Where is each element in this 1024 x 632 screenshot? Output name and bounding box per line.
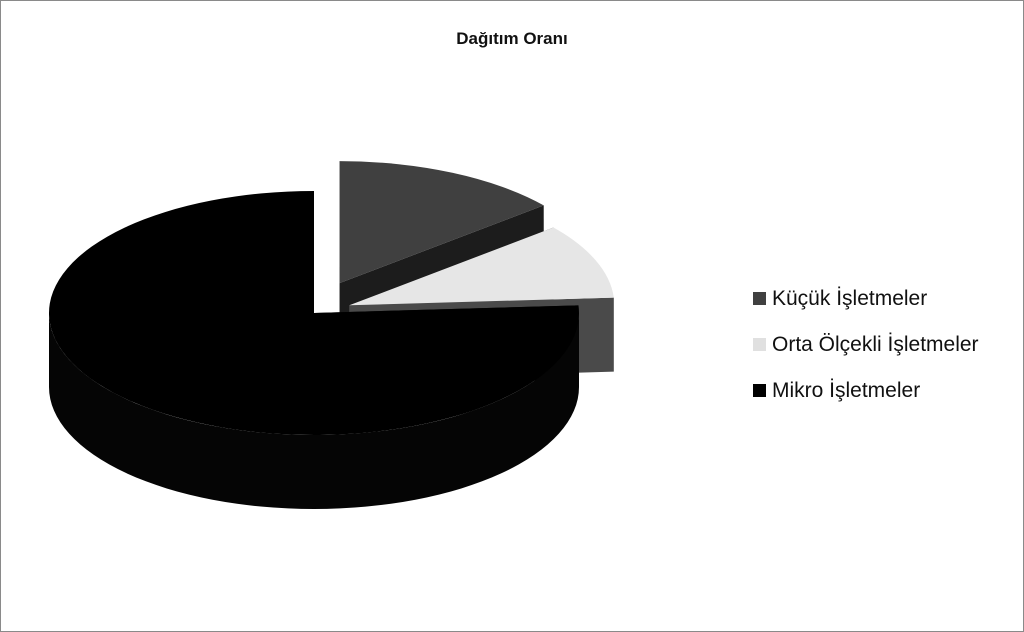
chart-title: Dağıtım Oranı xyxy=(456,29,568,48)
legend-swatch-orta xyxy=(753,338,766,351)
slice-orta xyxy=(349,227,614,306)
legend-swatch-mikro xyxy=(753,384,766,397)
slice-mikro xyxy=(49,191,580,435)
legend-label-orta: Orta Ölçekli İşletmeler xyxy=(772,333,979,356)
legend-label-mikro: Mikro İşletmeler xyxy=(772,379,921,402)
slice-kucuk xyxy=(339,161,544,284)
slice-mikro-outer-wall xyxy=(49,313,579,509)
legend-swatch-kucuk xyxy=(753,292,766,305)
legend-label-kucuk: Küçük İşletmeler xyxy=(772,287,928,310)
